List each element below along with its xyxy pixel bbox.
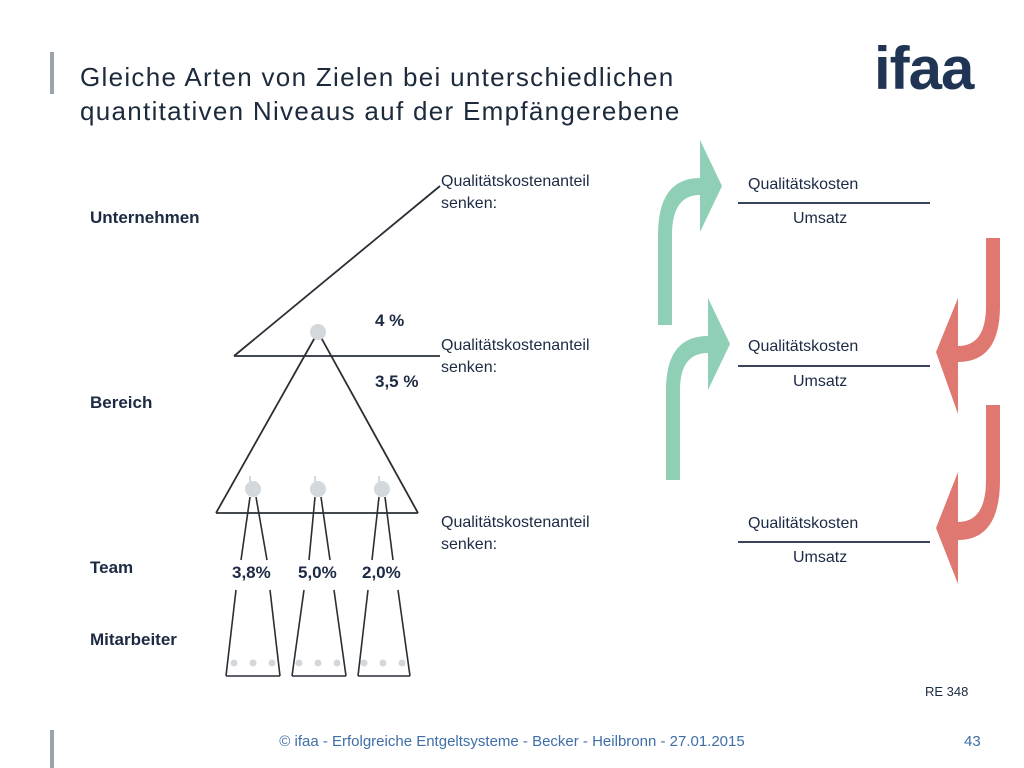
green-arrow-1 bbox=[658, 140, 722, 325]
pct-company: 4 % bbox=[375, 311, 405, 330]
red-arrow-2 bbox=[936, 405, 1000, 584]
team-node-1 bbox=[245, 481, 261, 497]
reference-code: RE 348 bbox=[925, 684, 969, 699]
fraction-denominator-3: Umsatz bbox=[793, 549, 848, 566]
goal-line: senken: bbox=[441, 536, 498, 553]
goal-line: Qualitätskostenanteil bbox=[441, 173, 590, 190]
goal-line: Qualitätskostenanteil bbox=[441, 337, 590, 354]
footer-accent-bar bbox=[50, 730, 54, 768]
level-label-area: Bereich bbox=[90, 393, 153, 412]
goal-line: Qualitätskostenanteil bbox=[441, 514, 590, 531]
area-left-edge bbox=[215, 331, 319, 514]
fraction-numerator-2: Qualitätskosten bbox=[748, 338, 859, 355]
goal-text-area: Qualitätskostenanteil senken: bbox=[441, 335, 651, 379]
employee-group-1 bbox=[225, 589, 281, 677]
area-node bbox=[310, 324, 326, 340]
title-line-1: Gleiche Arten von Zielen bei unterschied… bbox=[80, 62, 675, 92]
fraction-numerator-1: Qualitätskosten bbox=[748, 176, 859, 193]
team-node-3 bbox=[374, 481, 390, 497]
fraction-denominator-2: Umsatz bbox=[793, 373, 848, 390]
green-arrow-2 bbox=[666, 298, 730, 480]
page-number: 43 bbox=[964, 733, 981, 750]
goal-text-company: Qualitätskostenanteil senken: bbox=[441, 171, 651, 215]
pct-team-3: 2,0% bbox=[362, 563, 401, 582]
level-label-employee: Mitarbeiter bbox=[90, 630, 177, 649]
level-label-company: Unternehmen bbox=[90, 208, 200, 227]
slide-title: Gleiche Arten von Zielen bei unterschied… bbox=[80, 60, 800, 128]
pct-team-1: 3,8% bbox=[232, 563, 271, 582]
pct-area: 3,5 % bbox=[375, 372, 419, 391]
red-arrow-1 bbox=[936, 238, 1000, 414]
employee-group-3 bbox=[357, 589, 411, 677]
company-slope-line bbox=[233, 185, 441, 357]
employee-group-2 bbox=[291, 589, 347, 677]
goal-text-team: Qualitätskostenanteil senken: bbox=[441, 512, 651, 556]
goal-line: senken: bbox=[441, 359, 498, 376]
goal-line: senken: bbox=[441, 195, 498, 212]
ifaa-logo: ifaa bbox=[874, 35, 974, 102]
footer-text: © ifaa - Erfolgreiche Entgeltsysteme - B… bbox=[279, 733, 745, 750]
title-line-2: quantitativen Niveaus auf der Empfängere… bbox=[80, 96, 681, 126]
area-right-edge bbox=[317, 331, 419, 514]
level-label-team: Team bbox=[90, 558, 134, 577]
team-node-2 bbox=[310, 481, 326, 497]
fraction-denominator-1: Umsatz bbox=[793, 210, 848, 227]
pct-team-2: 5,0% bbox=[298, 563, 337, 582]
header-accent-bar bbox=[50, 52, 54, 94]
fraction-numerator-3: Qualitätskosten bbox=[748, 515, 859, 532]
